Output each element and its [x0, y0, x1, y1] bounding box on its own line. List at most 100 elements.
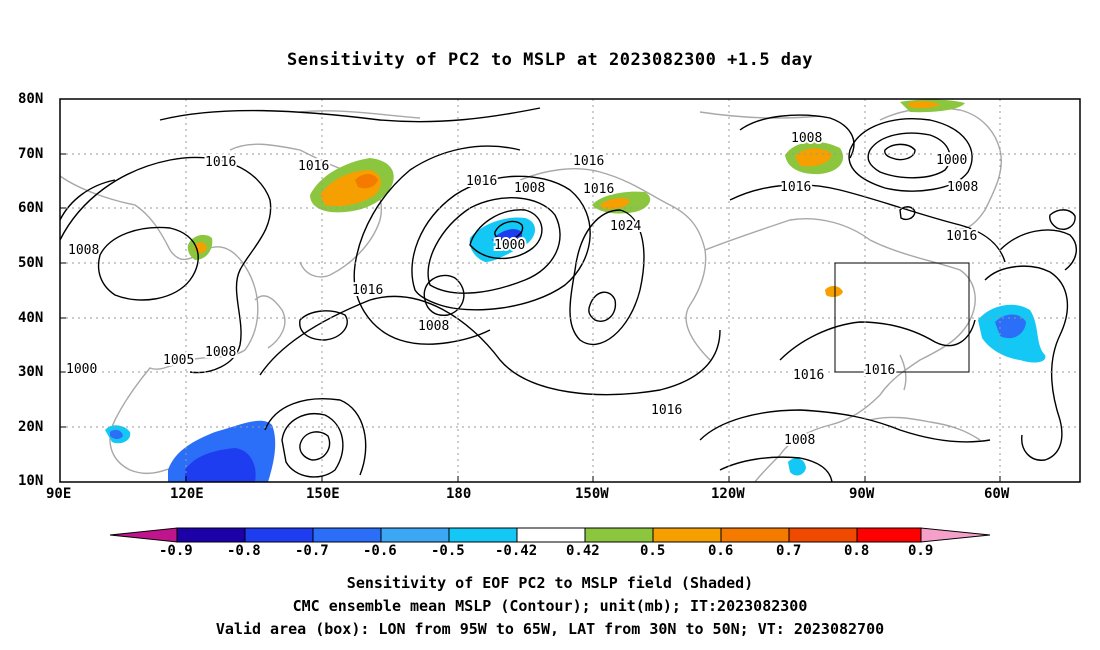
positive-patch-alaska-core	[600, 197, 630, 210]
coastline-caribbean	[869, 416, 981, 441]
contour-1016-west	[59, 156, 272, 374]
contour-subtropical	[353, 145, 521, 345]
contour-1008-mexico	[719, 456, 833, 483]
contour-low-greenland	[848, 118, 973, 192]
mslp-contours	[59, 107, 1077, 483]
contour-label: 1008	[791, 131, 822, 146]
lat-label: 30N	[18, 364, 44, 380]
colorbar-label: -0.6	[363, 543, 397, 559]
caption-line: Sensitivity of EOF PC2 to MSLP field (Sh…	[346, 574, 754, 592]
lon-label: 90W	[849, 486, 875, 502]
colorbar-cell	[584, 527, 654, 543]
contour-label: 1000	[494, 238, 525, 253]
colorbar-left-tip	[109, 527, 178, 543]
valid-area-box	[834, 262, 970, 373]
contour-label: 1008	[205, 345, 236, 360]
coastline-north-america	[704, 218, 976, 483]
contour-low-bering-core	[494, 220, 524, 241]
contour-label: 1008	[514, 181, 545, 196]
contour-1008-atlantic	[999, 229, 1077, 271]
lon-label: 120E	[170, 486, 204, 502]
contour-label: 1008	[784, 433, 815, 448]
contour-label: 1016	[573, 154, 604, 169]
negative-patch-bering-core	[492, 229, 523, 246]
contour-1016-arctic	[159, 107, 541, 123]
contour-label: 1008	[418, 319, 449, 334]
contour-label: 1016	[352, 283, 383, 298]
lon-label: 150E	[306, 486, 340, 502]
contour-1016-eastern	[779, 319, 976, 361]
contour-ridge-pacific	[259, 295, 721, 396]
contour-low-bering-outer	[411, 175, 591, 311]
colorbar	[109, 527, 991, 543]
colorbar-label: 0.42	[566, 543, 600, 559]
contour-high-pacific-inner	[588, 291, 617, 322]
contour-label-group: 1016 1016 1016 1016 1008 1016 1008 1000 …	[64, 129, 980, 450]
colorbar-cell	[380, 527, 450, 543]
positive-patch-greenland-north-core	[908, 101, 940, 109]
colorbar-cell	[788, 527, 858, 543]
lat-label: 80N	[18, 91, 44, 107]
contour-low-philippine	[281, 413, 344, 478]
contour-small-high-central	[299, 310, 348, 341]
caption-line: CMC ensemble mean MSLP (Contour); unit(m…	[292, 597, 808, 615]
contour-label: 1000	[936, 153, 967, 168]
graticule	[60, 99, 1080, 482]
negative-patch-pacific-mexico	[788, 458, 806, 476]
caption-line: Valid area (box): LON from 95W to 65W, L…	[215, 620, 885, 638]
contour-low-bering-mid	[427, 197, 561, 294]
contour-label: 1016	[793, 368, 824, 383]
contour-low-philippine-outer	[264, 398, 367, 476]
colorbar-cell	[652, 527, 722, 543]
colorbar-label: -0.9	[159, 543, 193, 559]
colorbar-right-tip	[920, 527, 991, 543]
contour-1016-south	[699, 409, 991, 443]
contour-low-nw-pacific	[423, 274, 465, 317]
lon-label: 120W	[711, 486, 745, 502]
positive-patch-greenland-core	[795, 148, 832, 167]
lat-label: 10N	[18, 473, 44, 489]
contour-small-low-east	[1049, 209, 1076, 230]
lat-label: 50N	[18, 255, 44, 271]
contour-label: 1024	[610, 219, 641, 234]
lat-label: 20N	[18, 419, 44, 435]
lon-label: 60W	[984, 486, 1010, 502]
colorbar-label: 0.5	[640, 543, 666, 559]
contour-label: 1008	[68, 243, 99, 258]
contour-label: 1016	[466, 174, 497, 189]
contour-label: 1008	[947, 180, 978, 195]
contour-label: 1016	[205, 155, 236, 170]
colorbar-cell	[448, 527, 518, 543]
contour-low-greenland-mid	[867, 132, 951, 179]
axis-ticks	[60, 98, 1001, 482]
map-title: Sensitivity of PC2 to MSLP at 2023082300…	[286, 50, 813, 70]
contour-label: 1016	[946, 229, 977, 244]
lat-label: 40N	[18, 310, 44, 326]
contour-high-pacific	[569, 209, 645, 346]
colorbar-label: -0.5	[431, 543, 465, 559]
contour-1008-west	[59, 179, 116, 221]
lon-label: 180	[446, 486, 472, 502]
contour-1008-greenland	[739, 114, 855, 159]
colorbar-label: -0.7	[295, 543, 329, 559]
colorbar-label: 0.7	[776, 543, 802, 559]
negative-patch-atlantic-core	[995, 314, 1026, 339]
contour-label: 1016	[298, 159, 329, 174]
map-border	[59, 98, 1081, 483]
contour-label: 1016	[583, 182, 614, 197]
colorbar-label: -0.8	[227, 543, 261, 559]
contour-label: 1016	[780, 180, 811, 195]
contour-atlantic-high	[984, 265, 1069, 461]
colorbar-cell	[176, 527, 246, 543]
colorbar-label: 0.6	[708, 543, 734, 559]
coastline-alaska	[519, 168, 711, 361]
lat-label: 70N	[18, 146, 44, 162]
lat-label: 60N	[18, 200, 44, 216]
positive-patch-great-lakes	[825, 286, 843, 297]
contour-low-bering-inner	[469, 209, 543, 260]
positive-patch-siberia-core	[195, 242, 207, 254]
contour-label: 1000	[66, 362, 97, 377]
contour-low-philippine-inner	[299, 431, 331, 461]
negative-patch-sea-small-core	[110, 429, 123, 439]
